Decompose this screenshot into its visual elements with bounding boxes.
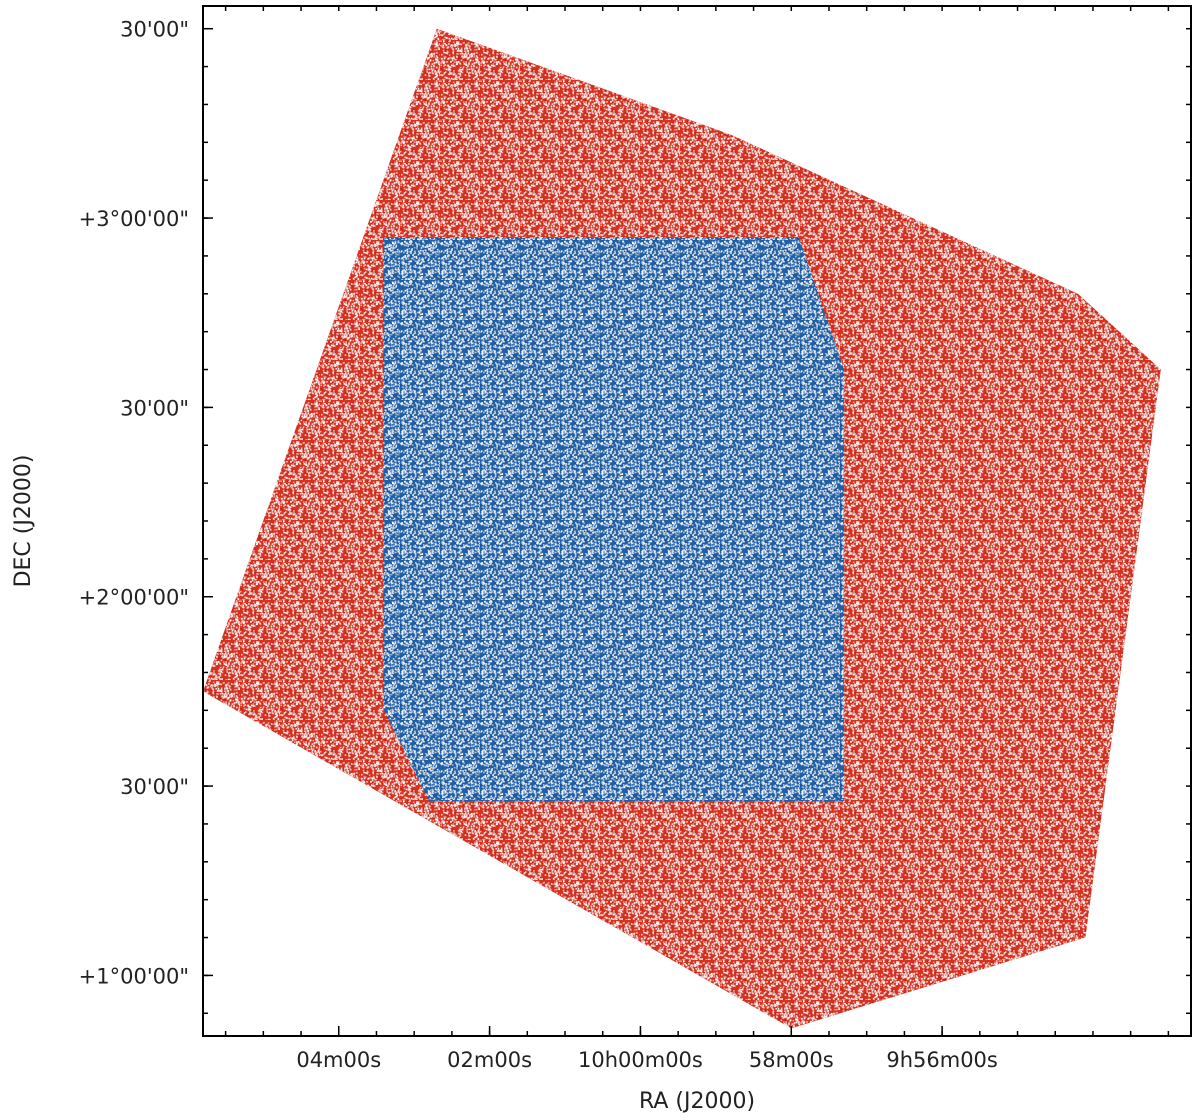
y-tick-label-5: +3°00'00" <box>79 207 189 231</box>
axis-ticks: 04m00s 02m00s 10h00m00s 58m00s 9h56m00s +1°00… <box>79 6 1191 1072</box>
x-tick-label-2: 02m00s <box>447 1048 532 1072</box>
y-tick-label-6: 30'00" <box>120 18 189 42</box>
y-tick-label-1: +1°00'00" <box>79 964 189 988</box>
x-tick-label-5: 9h56m00s <box>886 1048 998 1072</box>
y-tick-label-4: 30'00" <box>120 396 189 420</box>
x-axis-label: RA (J2000) <box>639 1089 755 1114</box>
plot-frame <box>202 5 1192 1037</box>
x-tick-label-4: 58m00s <box>749 1048 834 1072</box>
y-tick-label-2: 30'00" <box>120 775 189 799</box>
coverage-texture-2 <box>384 237 845 802</box>
x-tick-label-1: 04m00s <box>296 1048 381 1072</box>
plot-area <box>203 28 1161 1029</box>
y-tick-label-3: +2°00'00" <box>79 586 189 610</box>
x-tick-label-3: 10h00m00s <box>578 1048 703 1072</box>
y-axis-label: DEC (J2000) <box>11 455 36 588</box>
